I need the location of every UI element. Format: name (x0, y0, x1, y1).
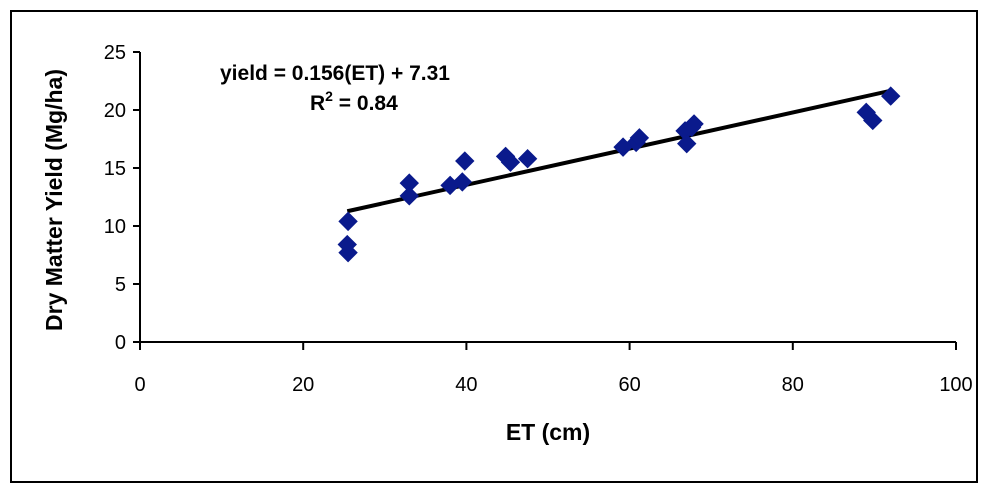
y-tick-label: 5 (115, 274, 126, 296)
data-point-marker (517, 149, 538, 169)
data-point-marker (399, 186, 419, 206)
y-axis-title: Dry Matter Yield (Mg/ha) (41, 69, 67, 331)
data-point-marker (677, 133, 697, 154)
data-point-marker (684, 114, 704, 134)
data-point-marker (863, 110, 883, 131)
y-tick-label: 10 (104, 216, 126, 238)
x-tick-label: 40 (455, 374, 477, 396)
data-point-marker (452, 172, 473, 192)
data-point-marker (338, 242, 358, 263)
chart-frame (10, 10, 978, 483)
x-tick-label: 80 (782, 374, 804, 396)
r-squared-label: R2 = 0.84 (310, 88, 398, 115)
x-ticks: 0 20 40 60 80 100 (134, 342, 973, 396)
axes (139, 52, 956, 343)
y-tick-label: 20 (104, 100, 126, 122)
trendline-equation: yield = 0.156(ET) + 7.31 (220, 62, 450, 85)
x-tick-label: 60 (618, 374, 640, 396)
r-squared-superscript: 2 (325, 88, 333, 104)
x-tick-label: 0 (134, 374, 145, 396)
x-axis-title: ET (cm) (506, 419, 590, 445)
data-point-marker (455, 151, 475, 171)
r-squared-prefix: R (310, 92, 325, 115)
y-ticks: 0 5 10 15 20 25 (104, 42, 140, 354)
x-tick-label: 20 (292, 374, 314, 396)
y-tick-label: 15 (104, 158, 126, 180)
data-point-marker (338, 211, 358, 232)
data-points (337, 86, 901, 263)
data-point-marker (881, 86, 901, 106)
y-tick-label: 25 (104, 42, 126, 64)
r-squared-value: = 0.84 (333, 92, 398, 115)
x-tick-label: 100 (939, 374, 972, 396)
y-tick-label: 0 (115, 332, 126, 354)
data-point-marker (629, 128, 650, 148)
data-point-marker (500, 152, 521, 172)
